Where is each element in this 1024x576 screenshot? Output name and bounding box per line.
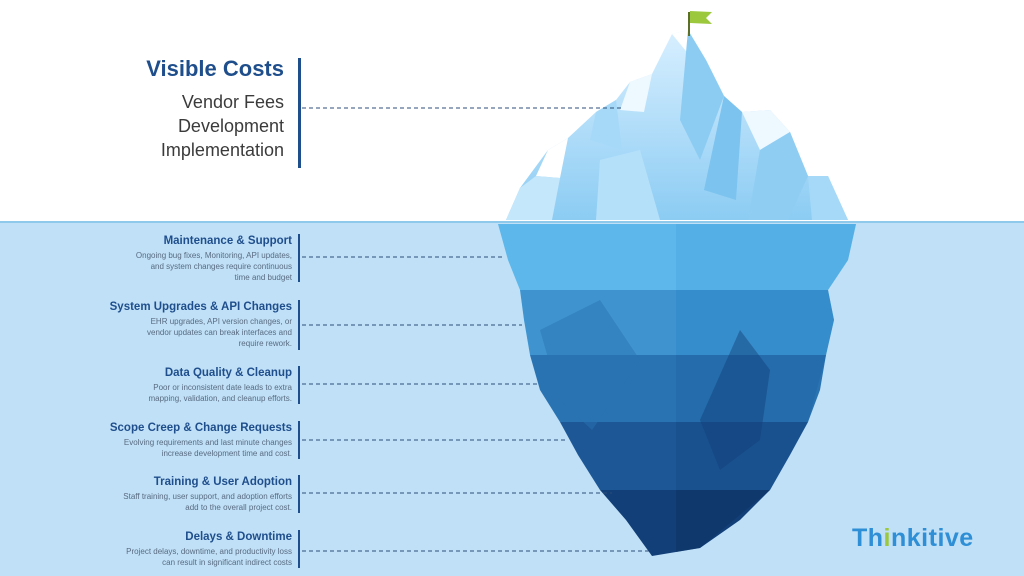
hidden-cost-bar	[298, 234, 300, 282]
hidden-cost-desc: time and budget	[234, 273, 292, 282]
hidden-cost-bar	[298, 366, 300, 404]
visible-cost-item: Vendor Fees	[181, 92, 284, 112]
hidden-cost-maintenance: Maintenance & Support Ongoing bug fixes,…	[32, 235, 292, 283]
hidden-cost-title: Scope Creep & Change Requests	[109, 422, 292, 434]
hidden-cost-title: Delays & Downtime	[185, 531, 292, 543]
hidden-cost-desc: increase development time and cost.	[161, 449, 292, 458]
flag-icon	[688, 11, 712, 36]
iceberg-tip	[506, 30, 848, 220]
hidden-cost-title: Data Quality & Cleanup	[164, 367, 292, 379]
hidden-cost-bar	[298, 475, 300, 513]
hidden-cost-title: System Upgrades & API Changes	[109, 301, 292, 313]
logo-text: Th	[852, 524, 884, 552]
connector-lines	[302, 107, 652, 552]
visible-cost-item: Implementation	[160, 140, 284, 160]
visible-costs: Visible Costs Vendor Fees Development Im…	[146, 56, 284, 162]
visible-costs-title: Visible Costs	[146, 56, 284, 81]
visible-cost-item: Development	[177, 116, 284, 136]
hidden-cost-delays: Delays & Downtime Project delays, downti…	[32, 531, 292, 568]
hidden-cost-desc: Evolving requirements and last minute ch…	[123, 438, 292, 447]
iceberg-underwater	[498, 224, 856, 556]
hidden-cost-desc: Ongoing bug fixes, Monitoring, API updat…	[135, 251, 292, 260]
sea-background	[0, 222, 1024, 576]
hidden-cost-desc: vendor updates can break interfaces and	[147, 328, 292, 337]
hidden-cost-desc: Staff training, user support, and adopti…	[123, 492, 292, 501]
hidden-cost-desc: mapping, validation, and cleanup efforts…	[148, 394, 292, 403]
hidden-cost-bar	[298, 421, 300, 459]
hidden-cost-desc: can result in significant indirect costs	[162, 558, 292, 567]
hidden-cost-data-quality: Data Quality & Cleanup Poor or inconsist…	[32, 367, 292, 404]
waterline	[0, 221, 1024, 223]
logo-text-accent: i	[883, 524, 891, 552]
hidden-cost-desc: require rework.	[238, 339, 292, 348]
hidden-cost-desc: and system changes require continuous	[150, 262, 292, 271]
hidden-cost-desc: Project delays, downtime, and productivi…	[126, 547, 292, 556]
hidden-cost-title: Training & User Adoption	[153, 476, 292, 488]
hidden-cost-desc: add to the overall project cost.	[185, 503, 292, 512]
hidden-cost-upgrades: System Upgrades & API Changes EHR upgrad…	[32, 301, 292, 349]
hidden-cost-scope-creep: Scope Creep & Change Requests Evolving r…	[32, 422, 292, 459]
hidden-cost-bar	[298, 300, 300, 350]
thinkitive-logo: Thinkitive	[852, 524, 974, 553]
logo-text: nkitive	[891, 524, 974, 552]
hidden-cost-training: Training & User Adoption Staff training,…	[32, 476, 292, 513]
hidden-cost-bar	[298, 530, 300, 568]
hidden-cost-desc: Poor or inconsistent date leads to extra	[153, 383, 292, 392]
hidden-cost-desc: EHR upgrades, API version changes, or	[150, 317, 292, 326]
visible-costs-bar	[298, 58, 301, 168]
hidden-cost-title: Maintenance & Support	[163, 235, 292, 247]
sky-background	[0, 0, 1024, 222]
